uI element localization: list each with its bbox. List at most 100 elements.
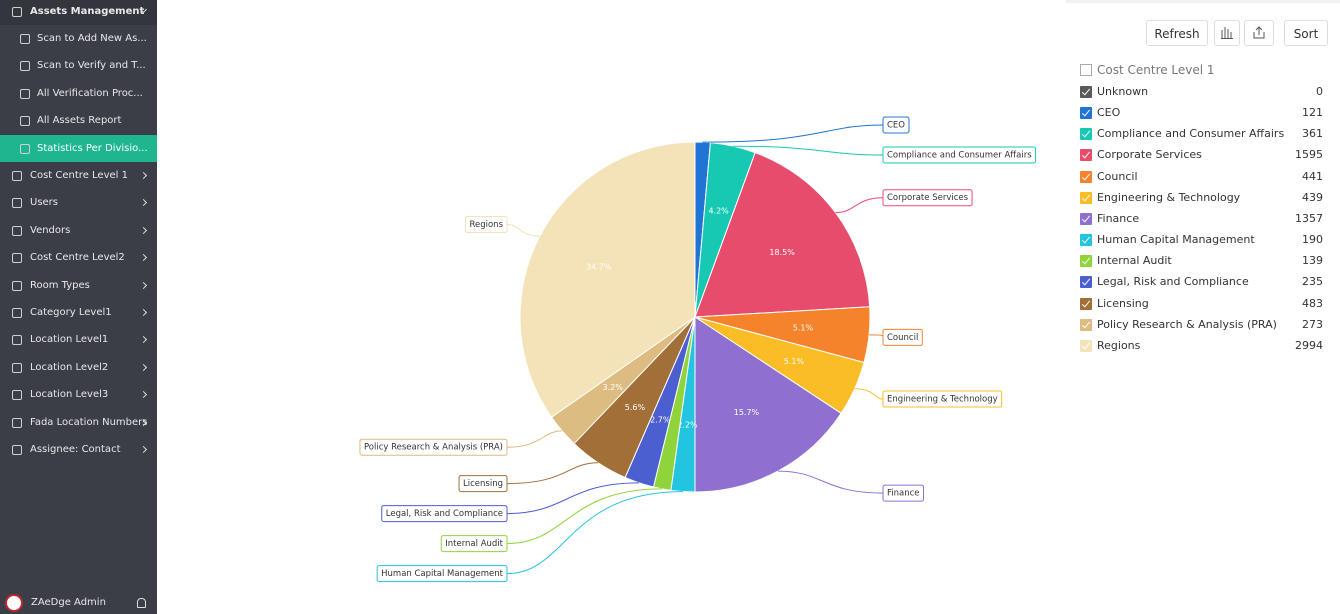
legend-item[interactable]: CEO 121 [1080,104,1323,122]
legend-item[interactable]: Human Capital Management 190 [1080,231,1323,249]
checkbox[interactable] [1080,64,1092,76]
callout: Council [869,328,923,346]
legend-value: 0 [1316,85,1323,98]
nav-icon [12,280,22,291]
nav-item[interactable]: Cost Centre Level 1 [0,162,157,189]
chart-type-button[interactable] [1214,20,1240,46]
nav-icon [12,308,22,318]
user-bar[interactable]: ZAeDge Admin [0,592,157,614]
callout-line [702,124,884,143]
legend-item[interactable]: Council 441 [1080,168,1323,186]
nav-item[interactable]: Assets Management [0,0,157,25]
nav-item[interactable]: Assignee: Contact [0,436,157,463]
slice-label: 18.5% [769,248,795,257]
legend-label: Legal, Risk and Compliance [1097,275,1249,289]
legend-label: Compliance and Consumer Affairs [1097,127,1285,141]
nav-label: Location Level2 [30,361,109,373]
legend-checkbox [1080,318,1092,331]
nav-item[interactable]: Users [0,189,157,216]
legend-value: 1595 [1295,148,1323,162]
nav-item[interactable]: Vendors [0,217,157,244]
nav-label: Users [30,197,59,209]
callout-line [835,197,884,214]
nav-icon [20,143,30,154]
slice-label: 5.1% [784,357,805,366]
legend-item[interactable]: Policy Research & Analysis (PRA) 273 [1080,316,1323,334]
sidebar: ZAeDge Admin Assets Management Scan to Ad… [0,0,157,614]
callout-line [506,482,640,515]
legend-value: 361 [1302,127,1323,141]
legend-item[interactable]: Corporate Services 1595 [1080,146,1323,164]
legend-label: Corporate Services [1097,148,1202,162]
legend-item[interactable]: Licensing 483 [1080,295,1323,313]
legend-item[interactable]: Unknown 0 [1080,83,1323,101]
nav-icon [12,417,22,428]
slice-label: 2.7% [650,415,671,424]
nav-item[interactable]: Location Level1 [0,326,157,353]
chevron [139,336,148,344]
legend-item[interactable]: Engineering & Technology 439 [1080,189,1323,207]
callout: Regions [464,216,540,237]
legend-item[interactable]: Compliance and Consumer Affairs 361 [1080,125,1323,143]
legend-title[interactable]: Cost Centre Level 1 [1080,63,1215,77]
nav-item[interactable]: Scan to Verify and T... [0,52,157,79]
nav-item[interactable]: Category Level1 [0,299,157,326]
nav-label: All Verification Proc... [37,87,143,99]
nav-label: Assets Management [30,6,145,17]
callout-box [359,438,508,456]
legend-item[interactable]: Internal Audit 139 [1080,252,1323,270]
legend-label: Licensing [1097,296,1149,310]
legend-value: 439 [1302,190,1323,204]
callout-box [882,328,923,346]
nav-item[interactable]: All Verification Proc... [0,80,157,107]
callout-label: Compliance and Consumer Affairs [887,151,1032,161]
chevron [139,171,148,180]
chevron [139,226,148,234]
callout-label: Regions [469,220,503,230]
legend-value: 273 [1302,317,1323,331]
sort-button[interactable]: Sort [1284,20,1328,46]
slice-label: 34.7% [586,262,612,271]
nav-item[interactable]: Statistics Per Divisio... [0,134,157,162]
nav-item[interactable]: Cost Centre Level2 [0,244,157,271]
nav-icon [12,198,22,209]
legend-item[interactable]: Finance 1357 [1080,210,1323,228]
export-button[interactable] [1244,20,1274,46]
refresh-button[interactable]: Refresh [1146,20,1208,46]
nav-icon [20,116,30,127]
legend-label: CEO [1097,106,1121,120]
callout-box [464,216,508,234]
legend-item[interactable]: Legal, Risk and Compliance 235 [1080,273,1323,291]
nav-item[interactable]: Location Level2 [0,354,157,381]
callout: Policy Research & Analysis (PRA) [359,430,563,456]
legend-label: Engineering & Technology [1097,190,1241,204]
nav-label: Cost Centre Level 1 [30,170,128,181]
legend-checkbox [1080,86,1092,98]
callout-box [882,146,1037,164]
slice-label: 4.2% [708,207,729,216]
callout-label: Licensing [463,479,503,489]
chevron [139,445,148,454]
callout-label: Council [887,333,918,343]
legend-checkbox [1080,212,1092,225]
legend-item[interactable]: Regions 2994 [1080,337,1323,355]
nav-item[interactable]: All Assets Report [0,107,157,134]
nav-icon [12,171,22,181]
nav-item[interactable]: Location Level3 [0,381,157,408]
notification-icon[interactable] [137,598,146,608]
callout: Compliance and Consumer Affairs [733,145,1037,164]
legend-label: Finance [1097,211,1140,225]
pie-slice [519,141,696,418]
nav-label: Scan to Add New As... [37,33,147,44]
callout-label: Engineering & Technology [887,395,998,405]
nav-label: Assignee: Contact [30,444,121,455]
nav-item[interactable]: Room Types [0,272,157,299]
nav-item[interactable]: Fada Location Numbers [0,409,157,436]
nav-label: Fada Location Numbers [30,416,148,428]
legend-value: 483 [1302,296,1323,310]
legend-label: Unknown [1097,85,1149,98]
legend-label: Human Capital Management [1097,233,1255,247]
callout-box [882,390,1003,408]
callout-box [882,189,973,207]
nav-item[interactable]: Scan to Add New As... [0,25,157,52]
